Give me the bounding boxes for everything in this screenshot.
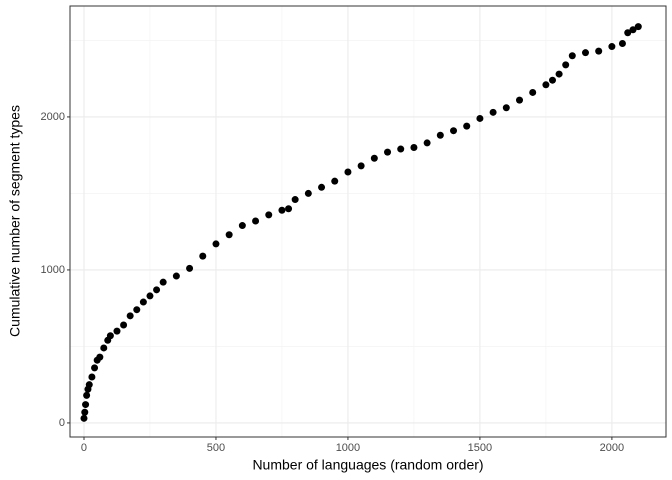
point <box>91 364 99 372</box>
point <box>618 39 626 47</box>
point <box>225 231 233 239</box>
point <box>410 144 418 152</box>
point <box>153 286 161 294</box>
point <box>172 272 180 280</box>
panel-border <box>69 5 667 438</box>
point <box>529 88 537 96</box>
point <box>489 108 497 116</box>
point <box>344 168 352 176</box>
point <box>83 391 91 399</box>
point <box>634 23 642 31</box>
point <box>397 145 405 153</box>
point <box>106 332 114 340</box>
point <box>212 240 220 248</box>
point <box>82 401 90 409</box>
point <box>304 189 312 197</box>
point <box>126 312 134 320</box>
y-tick-label: 0 <box>59 417 65 429</box>
point <box>542 81 550 89</box>
point <box>581 49 589 57</box>
x-axis-label: Number of languages (random order) <box>252 457 483 473</box>
y-tick-label: 2000 <box>41 111 65 123</box>
x-tick-label: 0 <box>81 442 87 454</box>
point <box>502 104 510 112</box>
point <box>549 76 557 84</box>
point <box>516 96 524 104</box>
point <box>370 154 378 162</box>
point <box>120 321 128 329</box>
panel <box>69 5 667 438</box>
point <box>291 196 299 204</box>
point <box>285 205 293 213</box>
point <box>252 217 260 225</box>
point <box>555 70 563 78</box>
x-tick-label: 1500 <box>468 442 492 454</box>
point <box>624 29 632 37</box>
point <box>476 114 484 122</box>
x-tick-label: 1000 <box>336 442 360 454</box>
y-tick-label: 1000 <box>41 264 65 276</box>
point <box>384 148 392 156</box>
point <box>80 414 88 422</box>
point <box>318 183 326 191</box>
x-tick-label: 500 <box>207 442 225 454</box>
point <box>186 264 194 272</box>
point <box>595 47 603 55</box>
point <box>113 327 121 335</box>
point <box>423 139 431 147</box>
point <box>568 52 576 60</box>
point <box>278 206 286 214</box>
point <box>85 381 93 389</box>
point <box>96 353 104 361</box>
point <box>139 298 147 306</box>
point <box>159 278 167 286</box>
point <box>238 222 246 230</box>
point <box>265 211 273 219</box>
point <box>562 61 570 69</box>
y-axis-label: Cumulative number of segment types <box>7 105 23 337</box>
point <box>133 306 141 314</box>
point <box>450 127 458 135</box>
point <box>629 26 637 34</box>
point <box>436 131 444 139</box>
point <box>463 122 471 130</box>
point <box>199 252 207 260</box>
x-tick-label: 2000 <box>600 442 624 454</box>
point <box>608 43 616 51</box>
point <box>88 373 96 381</box>
point <box>100 344 108 352</box>
point <box>81 408 89 416</box>
point <box>331 177 339 185</box>
point <box>357 162 365 170</box>
point <box>146 292 154 300</box>
